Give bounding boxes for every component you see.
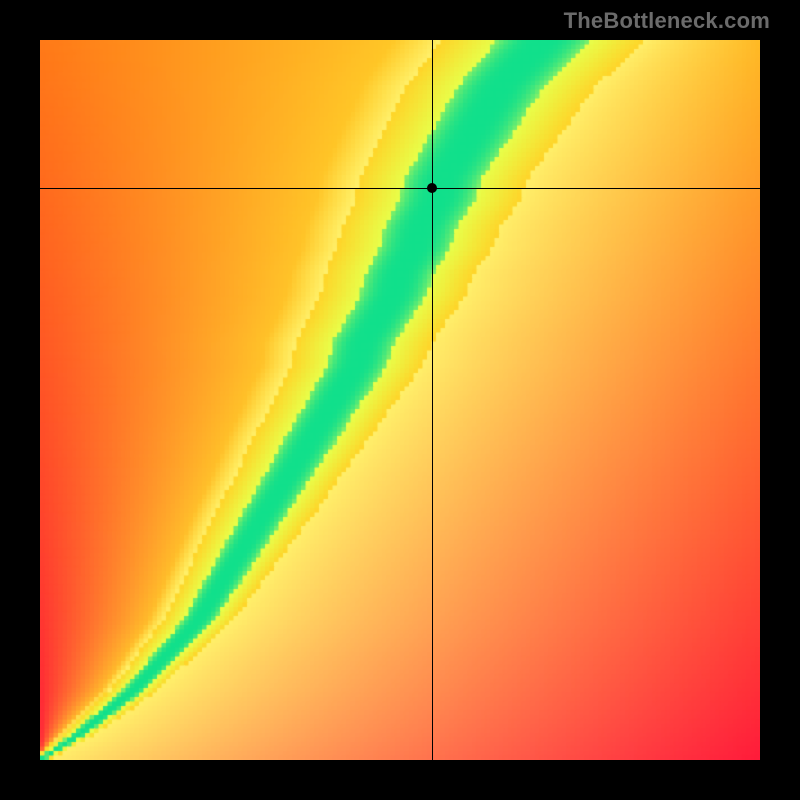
watermark-text: TheBottleneck.com (564, 8, 770, 34)
plot-area (40, 40, 760, 760)
crosshair-horizontal (40, 188, 760, 189)
crosshair-vertical (432, 40, 433, 760)
marker-dot (427, 183, 437, 193)
bottleneck-heatmap (40, 40, 760, 760)
